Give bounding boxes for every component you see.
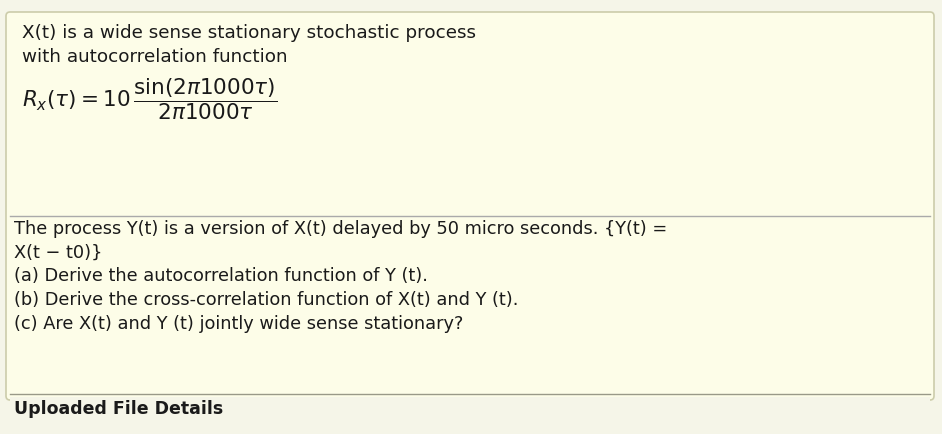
- FancyBboxPatch shape: [6, 12, 934, 400]
- Text: (c) Are X(t) and Y (t) jointly wide sense stationary?: (c) Are X(t) and Y (t) jointly wide sens…: [14, 315, 463, 333]
- Text: (b) Derive the cross-correlation function of X(t) and Y (t).: (b) Derive the cross-correlation functio…: [14, 291, 518, 309]
- Text: (a) Derive the autocorrelation function of Y (t).: (a) Derive the autocorrelation function …: [14, 267, 428, 285]
- Text: X(t − t0)}: X(t − t0)}: [14, 244, 103, 262]
- Text: X(t) is a wide sense stationary stochastic process: X(t) is a wide sense stationary stochast…: [22, 24, 476, 42]
- Text: $R_x(\tau) = 10\,\dfrac{\mathrm{sin}(2\pi1000\tau)}{2\pi1000\tau}$: $R_x(\tau) = 10\,\dfrac{\mathrm{sin}(2\p…: [22, 76, 277, 122]
- Text: The process Y(t) is a version of X(t) delayed by 50 micro seconds. {Y(t) =: The process Y(t) is a version of X(t) de…: [14, 220, 667, 238]
- FancyBboxPatch shape: [10, 397, 930, 429]
- Text: Uploaded File Details: Uploaded File Details: [14, 400, 223, 418]
- Text: with autocorrelation function: with autocorrelation function: [22, 48, 287, 66]
